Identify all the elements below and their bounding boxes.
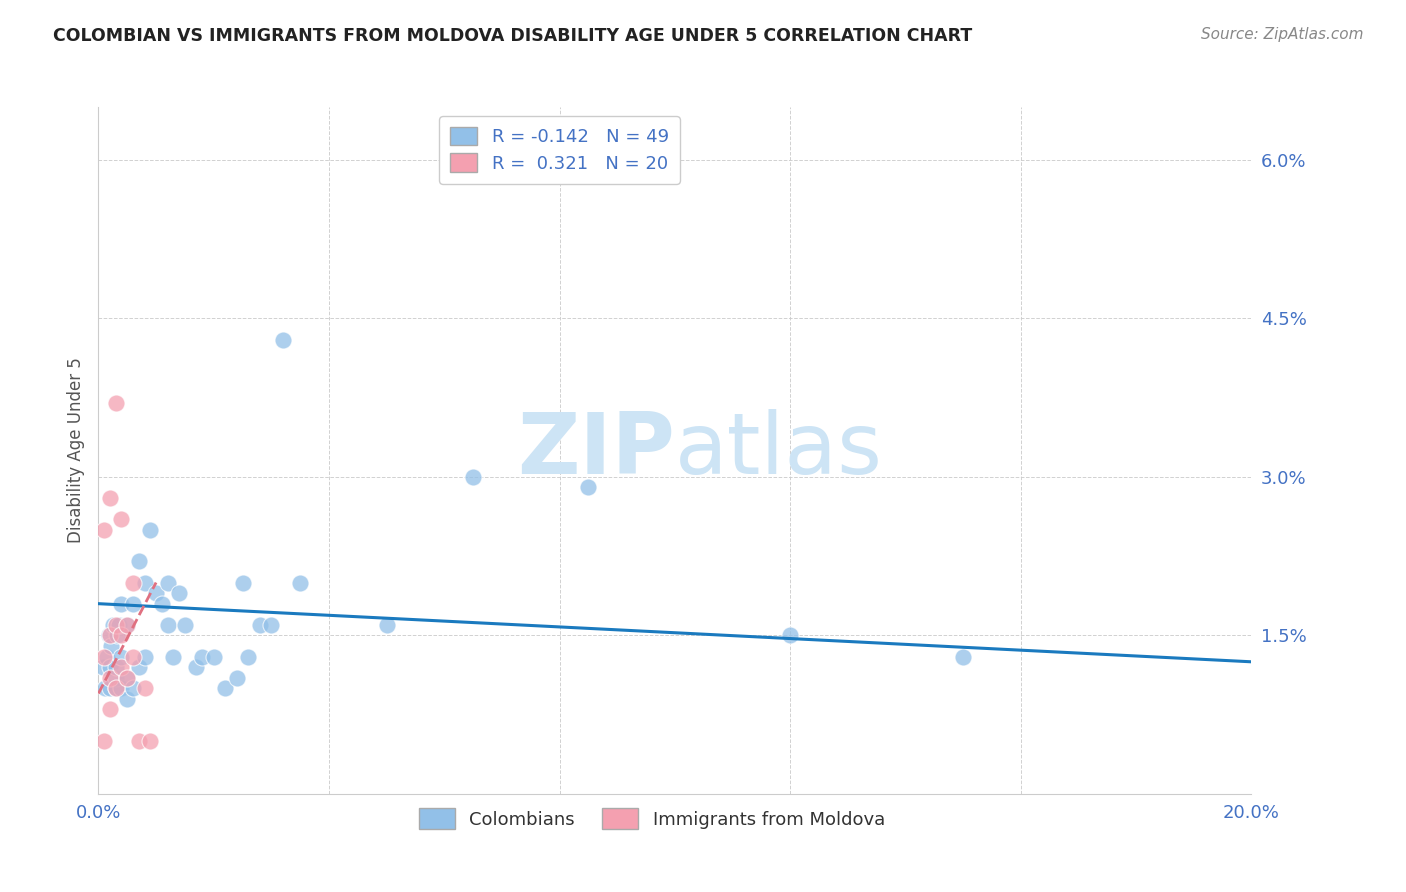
Point [104, 671, 127, 685]
Point [93, 649, 115, 664]
Point [139, 523, 162, 537]
Point [290, 575, 312, 590]
Point [191, 649, 214, 664]
Point [98, 628, 121, 642]
Point [134, 681, 156, 696]
Point [271, 333, 294, 347]
Point [186, 660, 208, 674]
Text: Source: ZipAtlas.com: Source: ZipAtlas.com [1201, 27, 1364, 42]
Point [104, 660, 127, 674]
Point [225, 671, 247, 685]
Point [214, 681, 236, 696]
Point [238, 649, 260, 664]
Legend: Colombians, Immigrants from Moldova: Colombians, Immigrants from Moldova [412, 801, 891, 837]
Point [94, 681, 117, 696]
Point [100, 639, 122, 653]
Point [98, 491, 121, 505]
Point [779, 628, 801, 642]
Point [110, 660, 132, 674]
Point [150, 597, 173, 611]
Point [461, 470, 484, 484]
Point [91, 660, 114, 674]
Point [139, 734, 162, 748]
Point [117, 617, 139, 632]
Point [98, 671, 121, 685]
Point [156, 575, 179, 590]
Point [93, 523, 115, 537]
Point [260, 617, 283, 632]
Point [110, 597, 132, 611]
Point [98, 681, 121, 696]
Point [110, 681, 132, 696]
Point [104, 681, 127, 696]
Point [134, 649, 156, 664]
Point [122, 597, 145, 611]
Point [93, 734, 115, 748]
Point [110, 512, 132, 526]
Point [134, 575, 156, 590]
Point [122, 649, 145, 664]
Point [174, 617, 197, 632]
Point [128, 554, 150, 568]
Point [122, 681, 145, 696]
Text: COLOMBIAN VS IMMIGRANTS FROM MOLDOVA DISABILITY AGE UNDER 5 CORRELATION CHART: COLOMBIAN VS IMMIGRANTS FROM MOLDOVA DIS… [53, 27, 973, 45]
Point [249, 617, 271, 632]
Point [128, 734, 150, 748]
Point [167, 586, 190, 600]
Point [104, 396, 127, 410]
Point [110, 628, 132, 642]
Point [117, 671, 139, 685]
Point [375, 617, 398, 632]
Point [110, 649, 132, 664]
Point [104, 681, 127, 696]
Point [107, 628, 129, 642]
Point [231, 575, 254, 590]
Y-axis label: Disability Age Under 5: Disability Age Under 5 [66, 358, 84, 543]
Point [96, 649, 118, 664]
Point [117, 691, 139, 706]
Point [101, 617, 124, 632]
Point [128, 660, 150, 674]
Point [107, 617, 129, 632]
Text: ZIP: ZIP [517, 409, 675, 492]
Text: atlas: atlas [675, 409, 883, 492]
Point [952, 649, 974, 664]
Point [156, 617, 179, 632]
Point [98, 660, 121, 674]
Point [98, 702, 121, 716]
Point [578, 480, 600, 494]
Point [202, 649, 225, 664]
Point [117, 671, 139, 685]
Point [145, 586, 167, 600]
Point [104, 617, 127, 632]
Point [97, 628, 120, 642]
Point [162, 649, 184, 664]
Point [117, 617, 139, 632]
Point [122, 575, 145, 590]
